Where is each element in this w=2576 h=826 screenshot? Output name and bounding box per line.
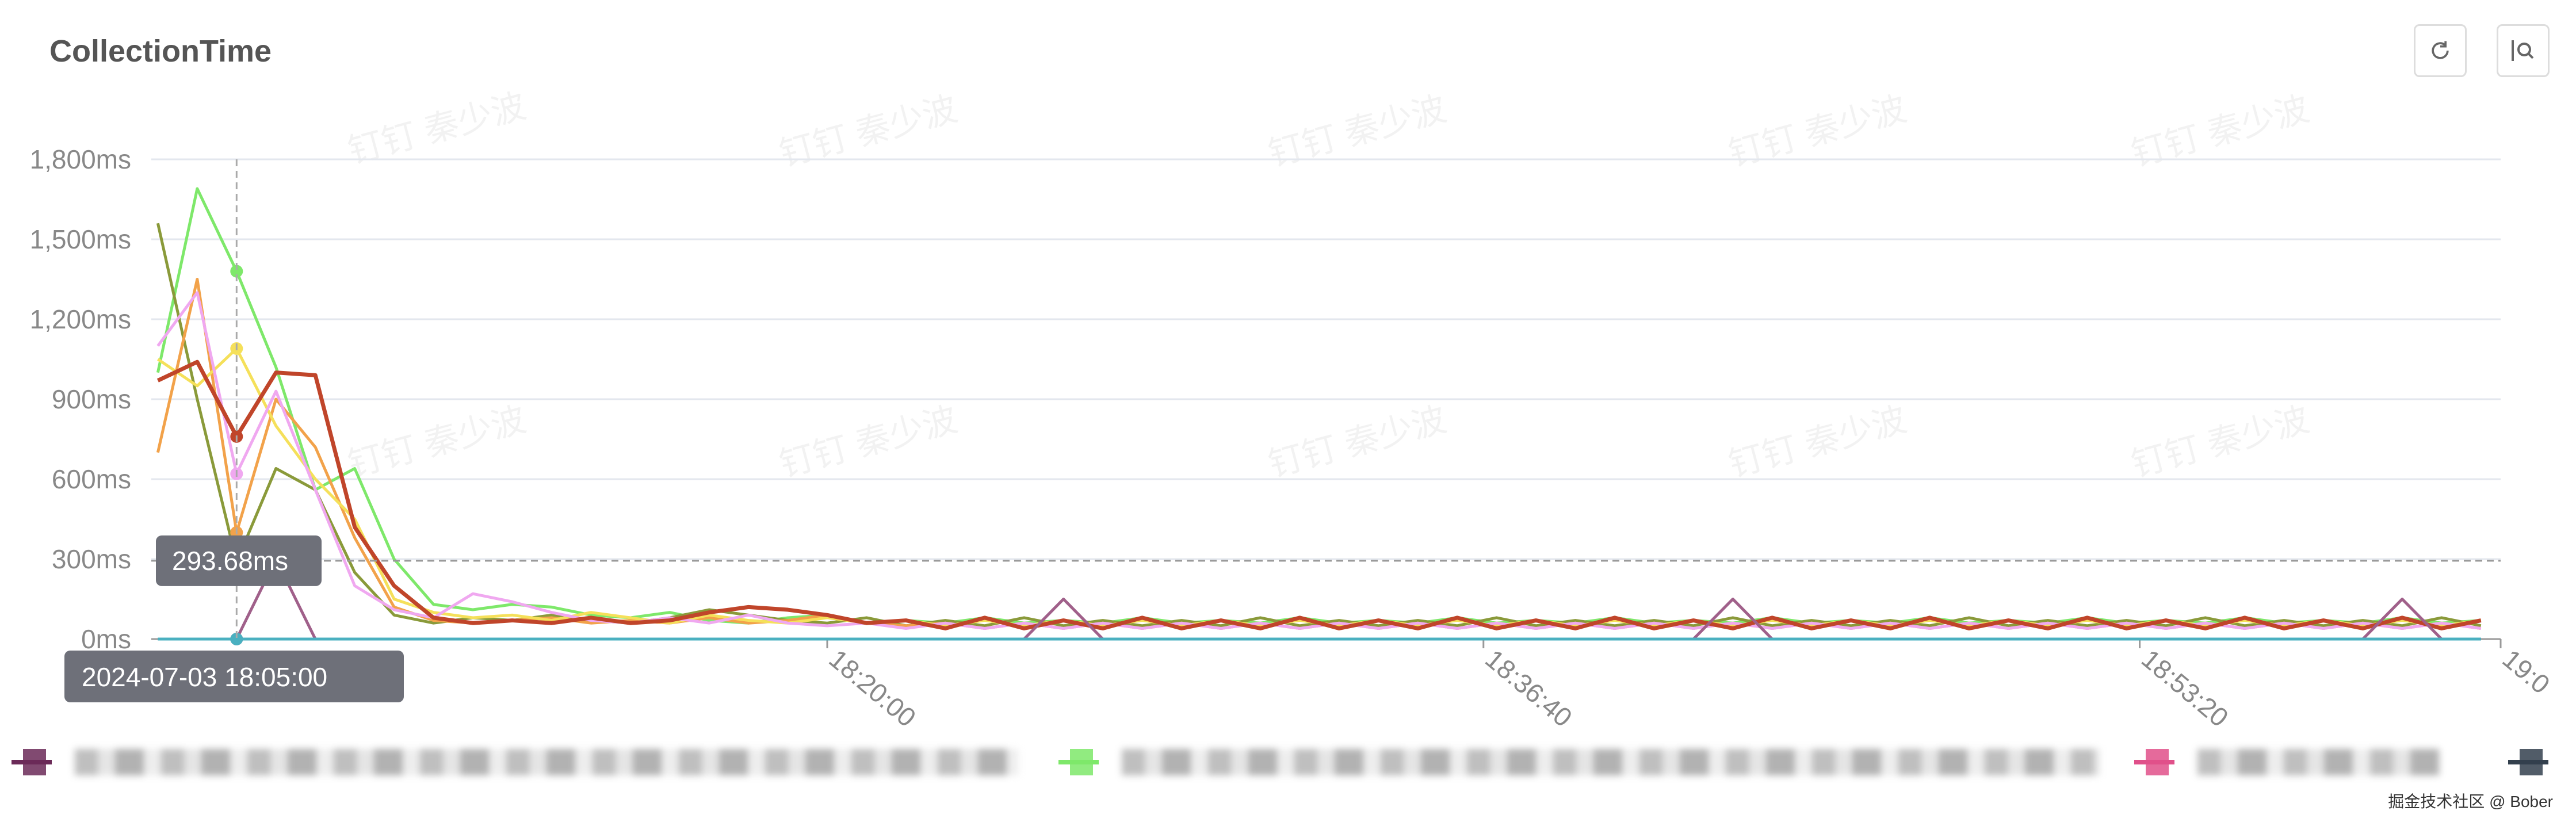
refresh-button[interactable] xyxy=(2414,24,2467,77)
series-line xyxy=(157,347,2482,628)
legend-item[interactable] xyxy=(1058,742,2100,782)
series-line xyxy=(156,223,2482,628)
legend-marker-icon xyxy=(12,742,52,782)
y-tick-label: 1,800ms xyxy=(30,144,131,174)
series-point xyxy=(230,633,243,645)
series-line xyxy=(156,278,2482,630)
legend-label-redacted xyxy=(75,749,1018,775)
credit-text: 掘金技术社区 @ Bober xyxy=(2388,793,2553,810)
y-axis-pointer-text: 293.68ms xyxy=(172,546,288,576)
y-tick-label: 300ms xyxy=(52,544,131,574)
y-tick-label: 1,500ms xyxy=(30,224,131,254)
series-line xyxy=(156,187,2481,625)
chart-title: CollectionTime xyxy=(49,34,272,68)
legend-marker-icon xyxy=(2508,742,2548,782)
series-point xyxy=(230,265,243,278)
legend-item[interactable] xyxy=(2134,742,2439,782)
y-axis-pointer-label xyxy=(156,535,322,586)
x-tick-label: 18:53:20 xyxy=(2136,644,2234,733)
series-line xyxy=(156,360,2482,630)
series-line xyxy=(156,291,2482,630)
y-tick-label: 1,200ms xyxy=(30,304,131,334)
legend-label-redacted xyxy=(2197,749,2439,775)
legend-marker-icon xyxy=(1058,742,1099,782)
x-tick-label: 18:20:00 xyxy=(824,644,922,733)
y-tick-label: 0ms xyxy=(81,624,131,654)
x-tick-label: 18:36:40 xyxy=(1480,644,1578,733)
x-axis-pointer-label xyxy=(64,651,404,702)
y-tick-label: 600ms xyxy=(52,464,131,494)
legend-item[interactable] xyxy=(12,742,1018,782)
zoom-reset-button[interactable] xyxy=(2497,24,2550,77)
x-tick-label: 19:0 xyxy=(2497,644,2556,699)
zoom-reset-icon xyxy=(2512,40,2534,61)
legend-item[interactable] xyxy=(2508,742,2548,782)
legend-marker-icon xyxy=(2134,742,2174,782)
y-tick-label: 900ms xyxy=(52,384,131,414)
legend-label-redacted xyxy=(1122,749,2100,775)
refresh-icon xyxy=(2432,41,2449,59)
x-axis-pointer-text: 2024-07-03 18:05:00 xyxy=(82,662,327,692)
